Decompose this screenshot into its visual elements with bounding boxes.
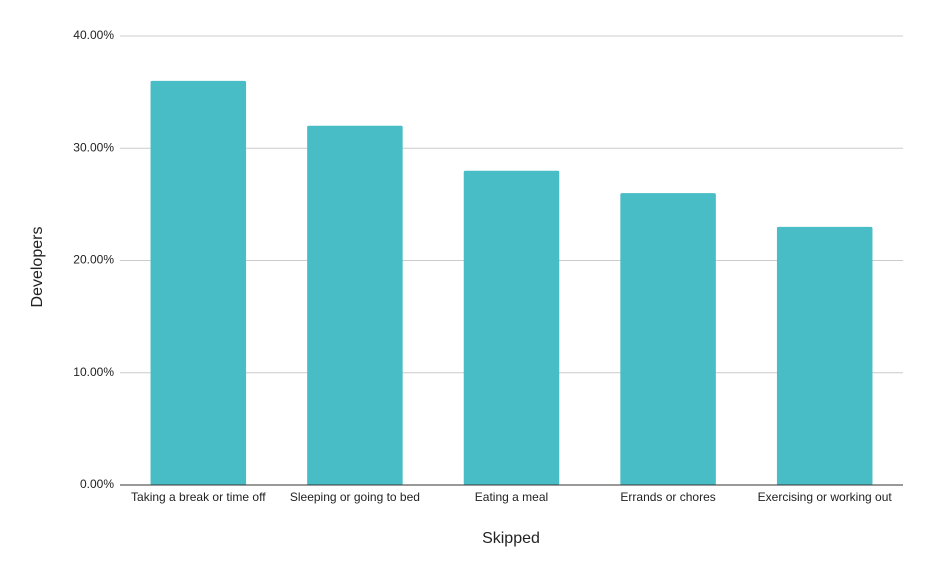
y-tick-label: 10.00% xyxy=(73,365,114,379)
x-axis-title: Skipped xyxy=(482,530,540,547)
y-axis-title: Developers xyxy=(29,227,46,308)
y-tick-label: 40.00% xyxy=(73,28,114,42)
bar xyxy=(463,170,560,485)
bar xyxy=(150,80,247,486)
bar xyxy=(620,193,716,485)
bar xyxy=(307,125,403,486)
y-tick-label: 0.00% xyxy=(80,477,114,491)
x-tick-label: Taking a break or time off xyxy=(131,490,266,504)
x-tick-label: Errands or chores xyxy=(620,490,715,504)
x-tick-label: Exercising or working out xyxy=(758,490,893,504)
x-tick-label: Eating a meal xyxy=(475,490,548,504)
y-tick-label: 30.00% xyxy=(73,140,114,154)
x-tick-label: Sleeping or going to bed xyxy=(290,490,420,504)
y-tick-label: 20.00% xyxy=(73,253,114,267)
bar xyxy=(776,226,873,485)
